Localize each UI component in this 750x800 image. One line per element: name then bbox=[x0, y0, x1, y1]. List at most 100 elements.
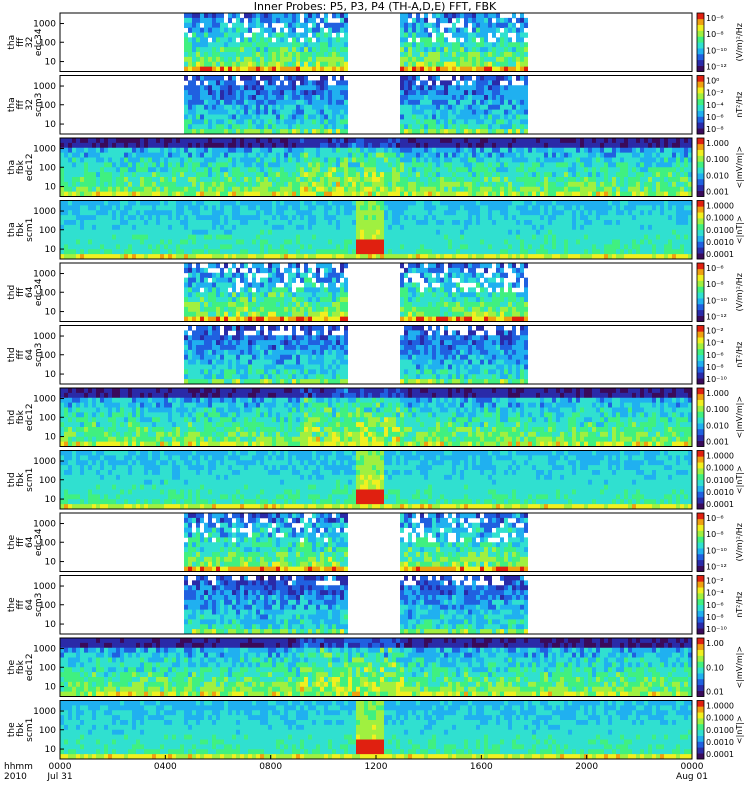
colorbar-segment bbox=[697, 122, 704, 128]
spectrogram-cell bbox=[440, 105, 444, 110]
spectrogram-cell bbox=[436, 119, 440, 124]
spectrogram-cell bbox=[204, 95, 208, 100]
spectrogram-cell bbox=[304, 37, 308, 42]
spectrogram-cell bbox=[92, 172, 96, 177]
spectrogram-cell bbox=[200, 33, 204, 38]
spectrogram-cell bbox=[316, 85, 320, 90]
spectrogram-cell bbox=[480, 28, 484, 33]
spectrogram-cell bbox=[196, 62, 200, 67]
spectrogram-cell bbox=[196, 115, 200, 120]
spectrogram-cell bbox=[464, 95, 468, 100]
spectrogram-cell bbox=[520, 52, 524, 57]
spectrogram-cell bbox=[120, 153, 124, 158]
spectrogram-cell bbox=[196, 105, 200, 110]
spectrogram-cell bbox=[232, 62, 236, 67]
spectrogram-cell bbox=[192, 62, 196, 67]
spectrogram-cell bbox=[476, 80, 480, 85]
spectrogram-cell bbox=[336, 95, 340, 100]
spectrogram-cell bbox=[92, 177, 96, 182]
spectrogram-cell bbox=[200, 13, 204, 18]
spectrogram-cell bbox=[328, 95, 332, 100]
spectrogram-cell bbox=[464, 18, 468, 23]
spectrogram-cell bbox=[428, 124, 432, 129]
spectrogram-cell bbox=[252, 80, 256, 85]
spectrogram-cell bbox=[480, 85, 484, 90]
spectrogram-cell bbox=[300, 95, 304, 100]
spectrogram-cell bbox=[100, 153, 104, 158]
spectrogram-cell bbox=[260, 57, 264, 62]
spectrogram-cell bbox=[240, 76, 244, 81]
spectrogram-cell bbox=[476, 110, 480, 115]
spectrogram-cell bbox=[488, 62, 492, 67]
spectrogram-cell bbox=[192, 33, 196, 38]
spectrogram-cell bbox=[96, 162, 100, 167]
spectrogram-cell bbox=[128, 148, 132, 153]
spectrogram-cell bbox=[276, 62, 280, 67]
spectrogram-cell bbox=[280, 28, 284, 33]
spectrogram-cell bbox=[444, 47, 448, 52]
spectrogram-cell bbox=[292, 37, 296, 42]
spectrogram-cell bbox=[500, 62, 504, 67]
spectrogram-cell bbox=[408, 76, 412, 81]
spectrogram-cell bbox=[412, 37, 416, 42]
spectrogram-cell bbox=[484, 52, 488, 57]
spectrogram-cell bbox=[80, 148, 84, 153]
spectrogram-cell bbox=[416, 13, 420, 18]
spectrogram-cell bbox=[196, 100, 200, 105]
spectrogram-cell bbox=[344, 62, 348, 67]
spectrogram-cell bbox=[236, 42, 240, 47]
spectrogram-cell bbox=[316, 119, 320, 124]
spectrogram-cell bbox=[200, 95, 204, 100]
spectrogram-cell bbox=[84, 153, 88, 158]
spectrogram-cell bbox=[216, 115, 220, 120]
panel-ylabel: edc12 bbox=[25, 153, 35, 181]
spectrogram-cell bbox=[408, 115, 412, 120]
spectrogram-cell bbox=[312, 95, 316, 100]
spectrogram-cell bbox=[256, 119, 260, 124]
spectrogram-cell bbox=[328, 124, 332, 129]
spectrogram-cell bbox=[132, 148, 136, 153]
spectrogram-cell bbox=[480, 105, 484, 110]
spectrogram-cell bbox=[332, 47, 336, 52]
spectrogram-cell bbox=[196, 37, 200, 42]
spectrogram-cell bbox=[516, 52, 520, 57]
spectrogram-cell bbox=[440, 110, 444, 115]
spectrogram-cell bbox=[284, 52, 288, 57]
spectrogram-cell bbox=[520, 33, 524, 38]
spectrogram-cell bbox=[292, 76, 296, 81]
spectrogram-cell bbox=[508, 47, 512, 52]
spectrogram-cell bbox=[240, 85, 244, 90]
spectrogram-cell bbox=[292, 28, 296, 33]
spectrogram-cell bbox=[188, 90, 192, 95]
spectrogram-cell bbox=[184, 42, 188, 47]
spectrogram-cell bbox=[344, 37, 348, 42]
spectrogram-cell bbox=[320, 124, 324, 129]
spectrogram-cell bbox=[420, 47, 424, 52]
spectrogram-cell bbox=[324, 13, 328, 18]
spectrogram-cell bbox=[468, 62, 472, 67]
spectrogram-cell bbox=[308, 100, 312, 105]
spectrogram-cell bbox=[268, 124, 272, 129]
spectrogram-cell bbox=[444, 115, 448, 120]
spectrogram-cell bbox=[148, 182, 152, 187]
spectrogram-cell bbox=[236, 47, 240, 52]
spectrogram-cell bbox=[328, 23, 332, 28]
spectrogram-cell bbox=[300, 119, 304, 124]
spectrogram-cell bbox=[504, 100, 508, 105]
spectrogram-cell bbox=[84, 162, 88, 167]
spectrogram-cell bbox=[496, 100, 500, 105]
spectrogram-cell bbox=[288, 18, 292, 23]
spectrogram-cell bbox=[412, 100, 416, 105]
spectrogram-cell bbox=[144, 187, 148, 192]
spectrogram-cell bbox=[328, 47, 332, 52]
spectrogram-cell bbox=[456, 80, 460, 85]
spectrogram-cell bbox=[136, 162, 140, 167]
spectrogram-cell bbox=[276, 33, 280, 38]
spectrogram-cell bbox=[284, 37, 288, 42]
spectrogram-cell bbox=[504, 85, 508, 90]
spectrogram-cell bbox=[120, 162, 124, 167]
spectrogram-cell bbox=[400, 37, 404, 42]
spectrogram-cell bbox=[152, 138, 156, 143]
spectrogram-cell bbox=[256, 124, 260, 129]
spectrogram-cell bbox=[436, 100, 440, 105]
